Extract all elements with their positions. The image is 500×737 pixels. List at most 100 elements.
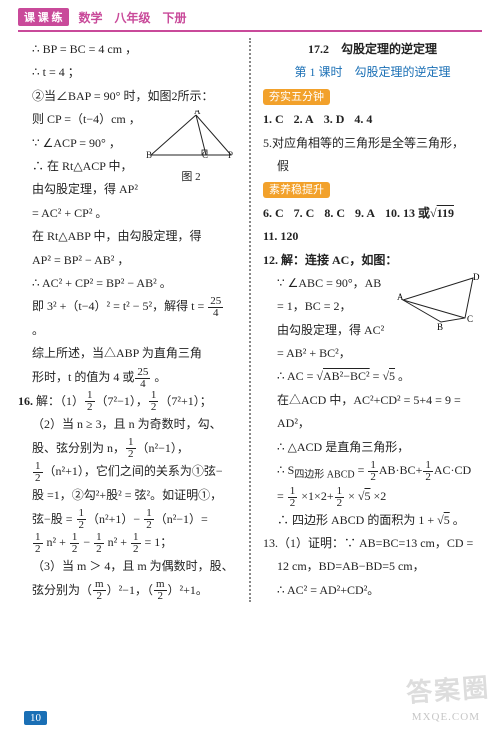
text: 形时，t 的值为 4 或: [32, 370, 134, 384]
text: 弦−股 =: [32, 512, 76, 526]
section-tag: 素养稳提升: [263, 182, 330, 198]
sqrt: AB²−BC²: [323, 369, 370, 383]
page-header: 课 课 练 数学 八年级 下册: [0, 0, 500, 30]
text: 解：（1）: [36, 394, 84, 408]
fraction: 12: [149, 390, 159, 413]
text: =: [370, 369, 383, 383]
fraction: 12: [423, 460, 433, 483]
svg-text:A: A: [194, 110, 201, 116]
fraction: 12: [94, 532, 104, 555]
text-line: 股 =1，②勾²+股² = 弦²。如证明①，: [18, 484, 237, 507]
fraction: 254: [208, 296, 223, 319]
text: （n²−1），: [137, 441, 189, 455]
answer: 10. 13 或√119: [385, 202, 454, 225]
text-line: （2）当 n ≥ 3，且 n 为奇数时，勾、: [18, 413, 237, 436]
answer: 8. C: [324, 202, 345, 225]
text: AC·CD: [434, 463, 471, 477]
text: = 1；: [142, 535, 173, 549]
text: ）²−1，（: [107, 583, 153, 597]
answer: 1. C: [263, 108, 284, 131]
fraction: m2: [154, 579, 167, 602]
text-line: ∴ AC = √AB²−BC² = √5 。: [263, 365, 482, 388]
text: =: [277, 489, 287, 503]
fraction: 12: [288, 486, 298, 509]
left-column: ∴ BP = BC = 4 cm ， ∴ t = 4 ； ②当∠BAP = 90…: [18, 38, 237, 602]
fraction: 12: [85, 390, 95, 413]
column-divider: [249, 38, 251, 602]
text: 。: [450, 513, 465, 527]
text: AB·BC+: [379, 463, 422, 477]
text: （7²+1）；: [159, 394, 211, 408]
text-line: ∴ △ACD 是直角三角形，: [263, 436, 482, 459]
fraction: 12: [126, 437, 136, 460]
text-line: ∴ AC² + CP² = BP² − AB² 。: [18, 272, 237, 295]
text: ∴ 四边形 ABCD 的面积为 1 +: [277, 513, 437, 527]
text: =: [355, 463, 368, 477]
svg-text:C: C: [467, 314, 473, 324]
text-line: ∴ BP = BC = 4 cm ，: [18, 38, 237, 61]
text-line: AP² = BP² − AB² ，: [18, 249, 237, 272]
fraction: m2: [93, 579, 106, 602]
answer: 4. 4: [354, 108, 372, 131]
text-line: 综上所述，当△ABP 为直角三角: [18, 342, 237, 365]
text-line: ②当∠BAP = 90° 时，如图2所示：: [18, 85, 237, 108]
fraction: 12: [77, 508, 87, 531]
text: 。: [32, 323, 44, 337]
fraction: 12: [33, 461, 43, 484]
text: （7²−1），: [96, 394, 148, 408]
lesson-title: 第 1 课时 勾股定理的逆定理: [263, 61, 482, 84]
text-line: 股、弦分别为 n，12（n²−1），: [18, 437, 237, 461]
text-line: 12. 解：连接 AC，如图：: [263, 249, 482, 272]
fraction: 12: [70, 532, 80, 555]
text-line: ∴ AC² = AD²+CD²。: [263, 579, 482, 602]
q-number: 16.: [18, 394, 33, 408]
text: 弦分别为（: [32, 583, 92, 597]
text: （n²−1）=: [155, 512, 208, 526]
answer-row: 1. C 2. A 3. D 4. 4: [263, 108, 482, 131]
text-line: 12（n²+1），它们之间的关系为①弦−: [18, 460, 237, 484]
fraction: 12: [131, 532, 141, 555]
text: n² +: [44, 535, 69, 549]
text: （n²+1）−: [87, 512, 143, 526]
text-line: ∴ t = 4 ；: [18, 61, 237, 84]
answer: 2. A: [294, 108, 314, 131]
text-line: 弦−股 = 12（n²+1）− 12（n²−1）=: [18, 508, 237, 532]
fraction: 12: [335, 486, 345, 509]
text: n² +: [105, 535, 130, 549]
right-column: 17.2 勾股定理的逆定理 第 1 课时 勾股定理的逆定理 夯实五分钟 1. C…: [263, 38, 482, 602]
text-line: 形时，t 的值为 4 或254 。: [18, 366, 237, 390]
text-line: 12 n² + 12 − 12 n² + 12 = 1；: [18, 531, 237, 555]
answer: 9. A: [355, 202, 375, 225]
text: ∴ S: [277, 463, 294, 477]
answer: 6. C: [263, 202, 284, 225]
text: 。: [395, 369, 410, 383]
text-line: = 12 ×1×2+12 × √5 ×2: [263, 485, 482, 509]
text: ∴ AC =: [277, 369, 316, 383]
figure-2: A B C P 图 2: [145, 110, 237, 188]
text-line: 13.（1）证明：∵ AB=BC=13 cm，CD =: [263, 532, 482, 555]
text-line: 在△ACD 中，AC²+CD² = 5+4 = 9 =: [263, 389, 482, 412]
watermark: 答案圈: [405, 667, 491, 710]
fraction: 12: [368, 460, 378, 483]
text: 即 3² +（t−4）² = t² − 5²，解得 t =: [32, 299, 207, 313]
text: −: [80, 535, 93, 549]
answer: 3. D: [324, 108, 345, 131]
text-line: 假: [263, 155, 482, 178]
answer: 7. C: [294, 202, 315, 225]
fraction: 12: [33, 532, 43, 555]
text-line: 5.对应角相等的三角形是全等三角形，: [263, 132, 482, 155]
text-line: ∴ 四边形 ABCD 的面积为 1 + √5 。: [263, 509, 482, 532]
fraction: 254: [135, 367, 150, 390]
svg-text:P: P: [228, 150, 233, 160]
question-16: 16. 解：（1）12（7²−1），12（7²+1）；: [18, 390, 237, 414]
text: ×: [345, 489, 358, 503]
two-column-body: ∴ BP = BC = 4 cm ， ∴ t = 4 ； ②当∠BAP = 90…: [0, 38, 500, 602]
section-tag: 夯实五分钟: [263, 89, 330, 105]
subscript: 四边形 ABCD: [294, 469, 354, 480]
series-badge: 课 课 练: [18, 8, 69, 26]
text: ×1×2+: [298, 489, 333, 503]
text-line: 即 3² +（t−4）² = t² − 5²，解得 t = 254 。: [18, 295, 237, 342]
text-line: 在 Rt△ABP 中，由勾股定理，得: [18, 225, 237, 248]
watermark-sub: MXQE.COM: [412, 711, 480, 723]
text: 。: [151, 370, 166, 384]
